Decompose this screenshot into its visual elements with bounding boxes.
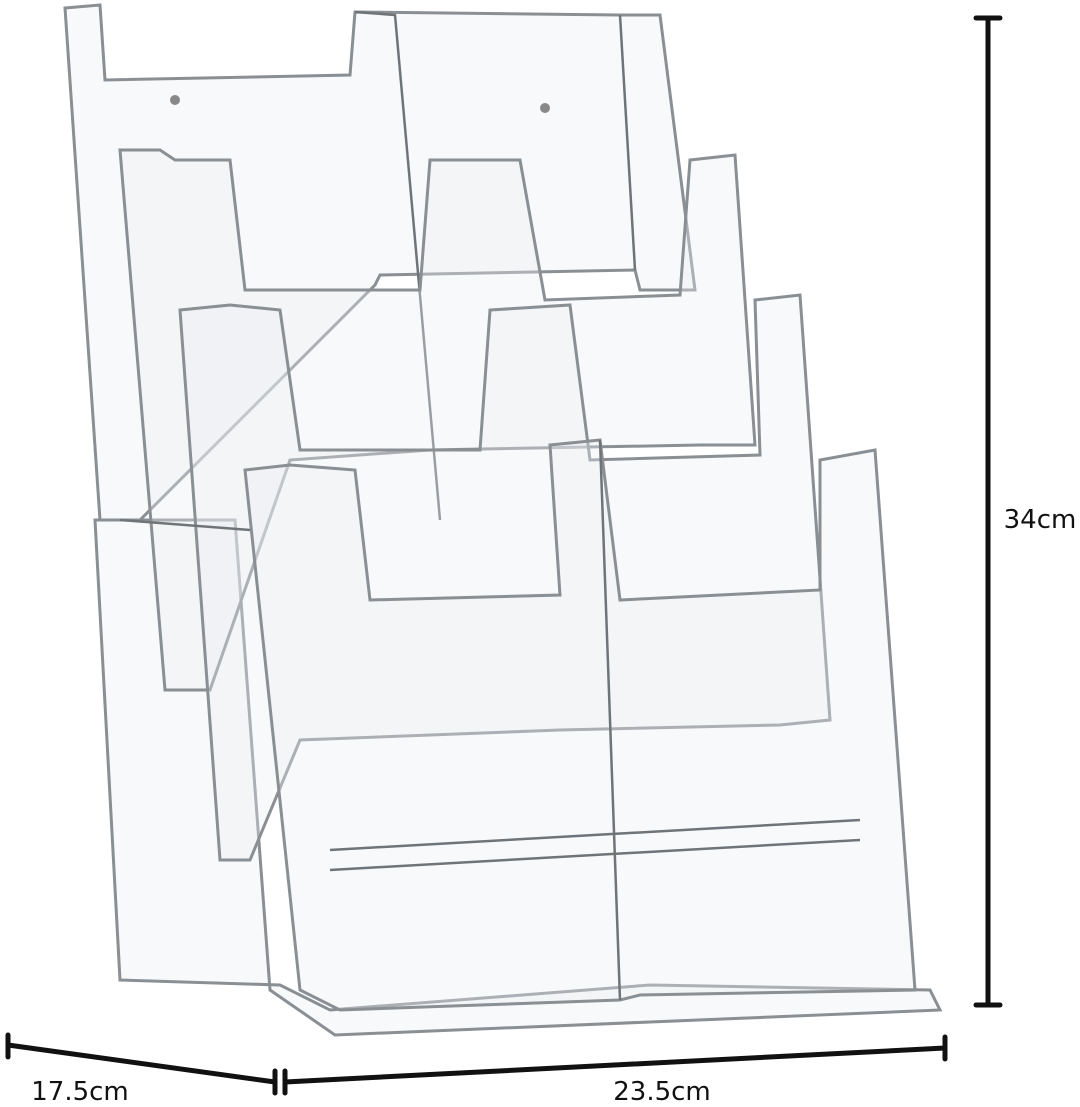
height-label: 34cm (1004, 505, 1077, 535)
shelf (329, 818, 861, 852)
brochure-holder (63, 3, 943, 1037)
divider (598, 439, 622, 1001)
third-tier (178, 293, 832, 862)
hole (540, 103, 550, 113)
second-tier (118, 148, 757, 692)
edge (618, 14, 637, 271)
width-line (282, 1045, 948, 1085)
depth-line (5, 1042, 278, 1085)
depth-label: 17.5cm (31, 1077, 129, 1107)
front-tier (243, 438, 917, 1012)
base (93, 518, 943, 1037)
shelf (329, 838, 861, 872)
divider (354, 10, 442, 521)
hole (170, 95, 180, 105)
dimension-lines (5, 15, 1003, 1096)
width-label: 23.5cm (613, 1077, 711, 1107)
edge (119, 518, 251, 532)
top-tier (63, 3, 697, 522)
